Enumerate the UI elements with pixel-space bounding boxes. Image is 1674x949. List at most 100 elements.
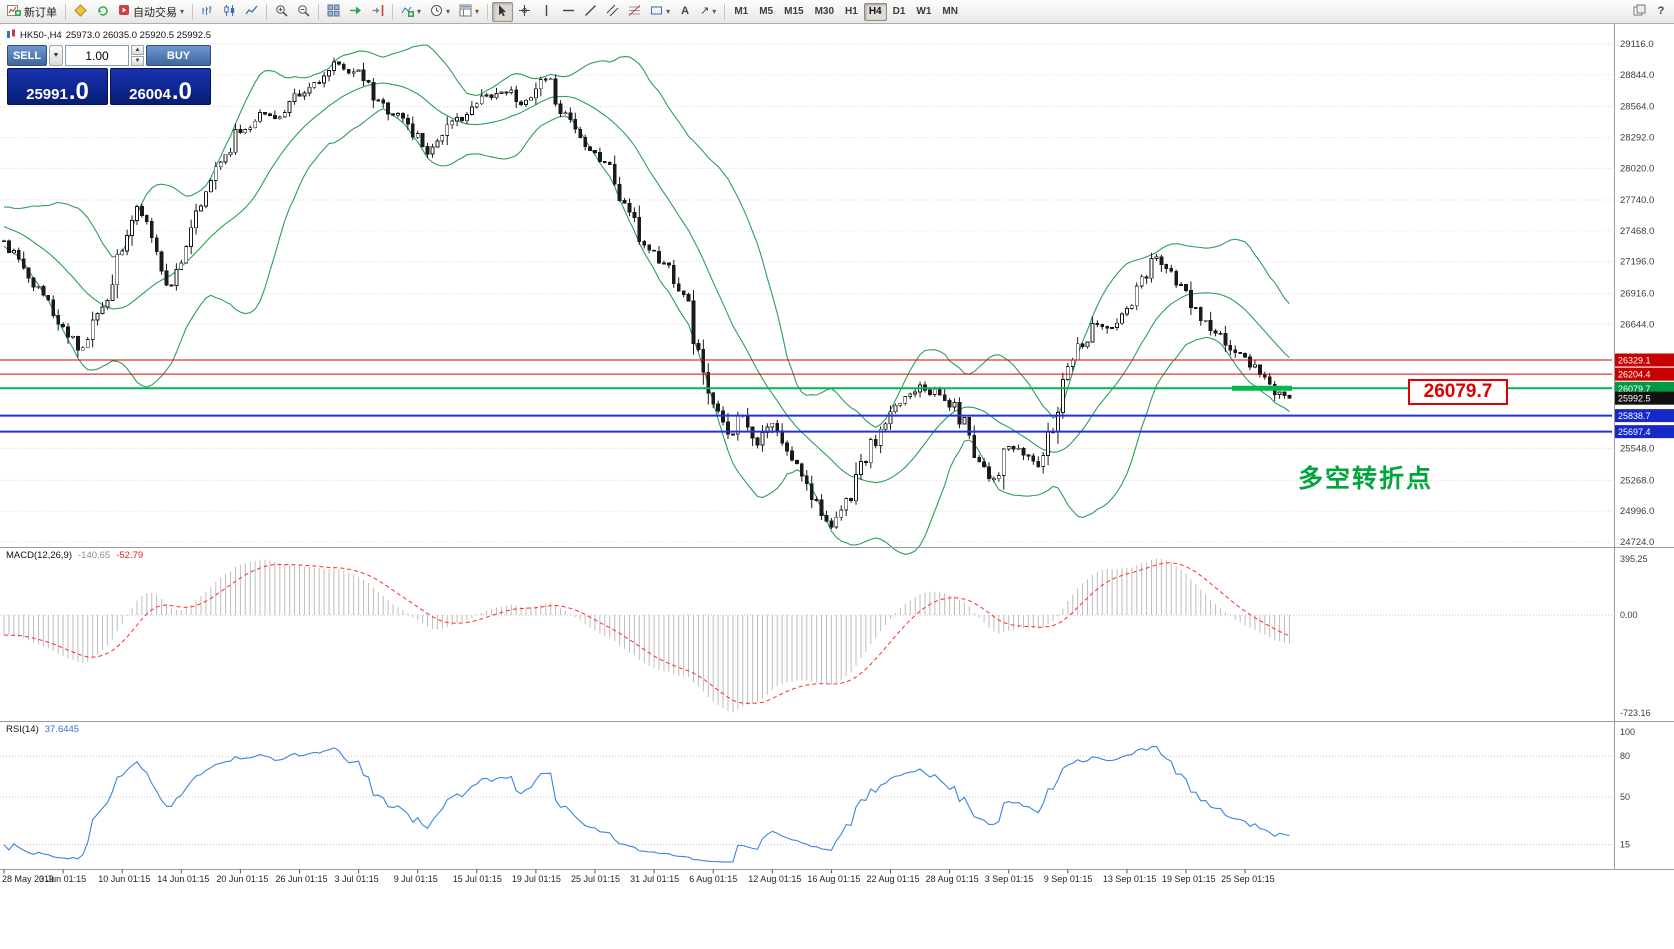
volume-dropdown-button[interactable]: ▼ (49, 45, 63, 66)
window-list-button[interactable] (1629, 2, 1650, 22)
candle-body (1287, 395, 1292, 399)
crosshair-button[interactable] (514, 2, 535, 22)
tf-button-mn[interactable]: MN (937, 3, 963, 21)
buy-button[interactable]: BUY (146, 45, 211, 66)
candle-body (1085, 341, 1090, 348)
date-axis-label: 20 Jun 01:15 (216, 874, 268, 884)
horizontal-line-button[interactable] (558, 2, 579, 22)
candle-body (233, 129, 238, 153)
candle-body (1016, 447, 1021, 450)
symbol-ohlc: 25973.0 26035.0 25920.5 25992.5 (65, 30, 211, 41)
candle-body (455, 117, 460, 122)
date-axis-label: 12 Aug 01:15 (748, 874, 801, 884)
candle-body (312, 82, 317, 88)
candle-body (346, 68, 351, 74)
sell-price-box[interactable]: 25991 .0 (7, 68, 108, 105)
indicators-button[interactable]: ▾ (397, 2, 425, 22)
candle-body (1100, 324, 1105, 327)
candle-body (204, 191, 208, 207)
candle-body (583, 137, 588, 148)
candle-body (1184, 284, 1188, 291)
price-tag[interactable] (1615, 381, 1674, 395)
candle-body (726, 421, 730, 435)
auto-scroll-icon (349, 4, 362, 20)
chart-shift-button[interactable] (367, 2, 388, 22)
indicators-caret-icon: ▾ (417, 6, 422, 16)
candle-body (1105, 326, 1110, 329)
price-tag[interactable] (1615, 409, 1674, 423)
favorites-button[interactable] (70, 2, 91, 22)
zoom-out-button[interactable] (293, 2, 314, 22)
window-list-icon (1633, 4, 1646, 20)
candle-body (16, 250, 21, 260)
date-axis-label: 10 Jun 01:15 (98, 874, 150, 884)
price-callout[interactable]: 26079.7 (1408, 379, 1508, 405)
trendline-button[interactable] (580, 2, 601, 22)
auto-scroll-button[interactable] (345, 2, 366, 22)
candle-body (302, 92, 307, 97)
candle-body (1257, 364, 1262, 376)
candle-body (184, 246, 189, 264)
candle-body (1174, 270, 1179, 286)
auto-trading-button[interactable]: 自动交易 ▾ (114, 2, 188, 22)
candle-body (854, 474, 858, 502)
cursor-button[interactable] (492, 1, 514, 22)
tf-button-h1[interactable]: H1 (840, 3, 863, 21)
refresh-button[interactable] (92, 2, 113, 22)
candle-body (637, 217, 642, 242)
tf-button-m1[interactable]: M1 (729, 3, 753, 21)
candle-body (154, 237, 159, 253)
help-button[interactable]: ? (1651, 2, 1671, 22)
volume-up-button[interactable]: ▲ (131, 45, 144, 55)
shapes-button[interactable]: ▾ (646, 2, 674, 22)
tf-button-d1[interactable]: D1 (888, 3, 911, 21)
channel-button[interactable] (602, 2, 623, 22)
buy-price-box[interactable]: 26004 .0 (110, 68, 211, 105)
date-axis-label: 22 Aug 01:15 (867, 874, 920, 884)
candle-body (144, 215, 149, 222)
tf-button-h4[interactable]: H4 (863, 2, 887, 21)
candle-body (292, 93, 297, 102)
volume-input[interactable] (65, 45, 129, 66)
price-tag[interactable] (1615, 353, 1674, 367)
candle-body (1110, 327, 1115, 329)
new-order-button[interactable]: 新订单 (3, 2, 61, 22)
volume-down-button[interactable]: ▼ (131, 56, 144, 66)
chevron-down-icon: ▼ (52, 52, 60, 59)
favorites-icon (74, 3, 87, 20)
tile-windows-button[interactable] (323, 2, 344, 22)
vertical-line-button[interactable] (536, 2, 557, 22)
line-chart-button[interactable] (241, 2, 262, 22)
arrows-button[interactable]: ↗ ▾ (696, 2, 720, 22)
candle-body (785, 442, 789, 452)
candle-body (489, 94, 494, 99)
zoom-in-button[interactable] (271, 2, 292, 22)
bar-chart-button[interactable] (197, 2, 218, 22)
price-tag[interactable] (1615, 367, 1674, 381)
tf-button-m15[interactable]: M15 (779, 3, 808, 21)
tf-button-m5[interactable]: M5 (754, 3, 778, 21)
candle-body (696, 342, 701, 351)
template-button[interactable]: ▾ (455, 2, 483, 22)
candle-body (1021, 447, 1026, 456)
price-tag[interactable] (1615, 425, 1674, 439)
chart-canvas[interactable]: 29116.0 28844.0 28564.0 28292.0 28020.0 27740… (0, 24, 1674, 949)
period-button[interactable]: ▾ (426, 2, 454, 22)
candle-body (1060, 378, 1065, 413)
fibonacci-button[interactable] (624, 2, 645, 22)
text-button[interactable]: A (675, 2, 695, 22)
sell-button[interactable]: SELL (7, 45, 47, 66)
candlestick-chart-button[interactable] (219, 2, 240, 22)
price-axis-label: 27196.0 (1620, 257, 1654, 268)
candle-body (218, 161, 223, 168)
candle-body (268, 113, 272, 116)
tf-button-w1[interactable]: W1 (911, 3, 936, 21)
candle-body (952, 401, 957, 408)
candle-body (322, 75, 327, 84)
candle-body (75, 335, 80, 351)
tf-button-m30[interactable]: M30 (810, 3, 839, 21)
candle-body (982, 461, 986, 468)
candle-body (888, 411, 893, 425)
price-axis-label: 28564.0 (1620, 102, 1654, 113)
candle-body (642, 240, 647, 246)
